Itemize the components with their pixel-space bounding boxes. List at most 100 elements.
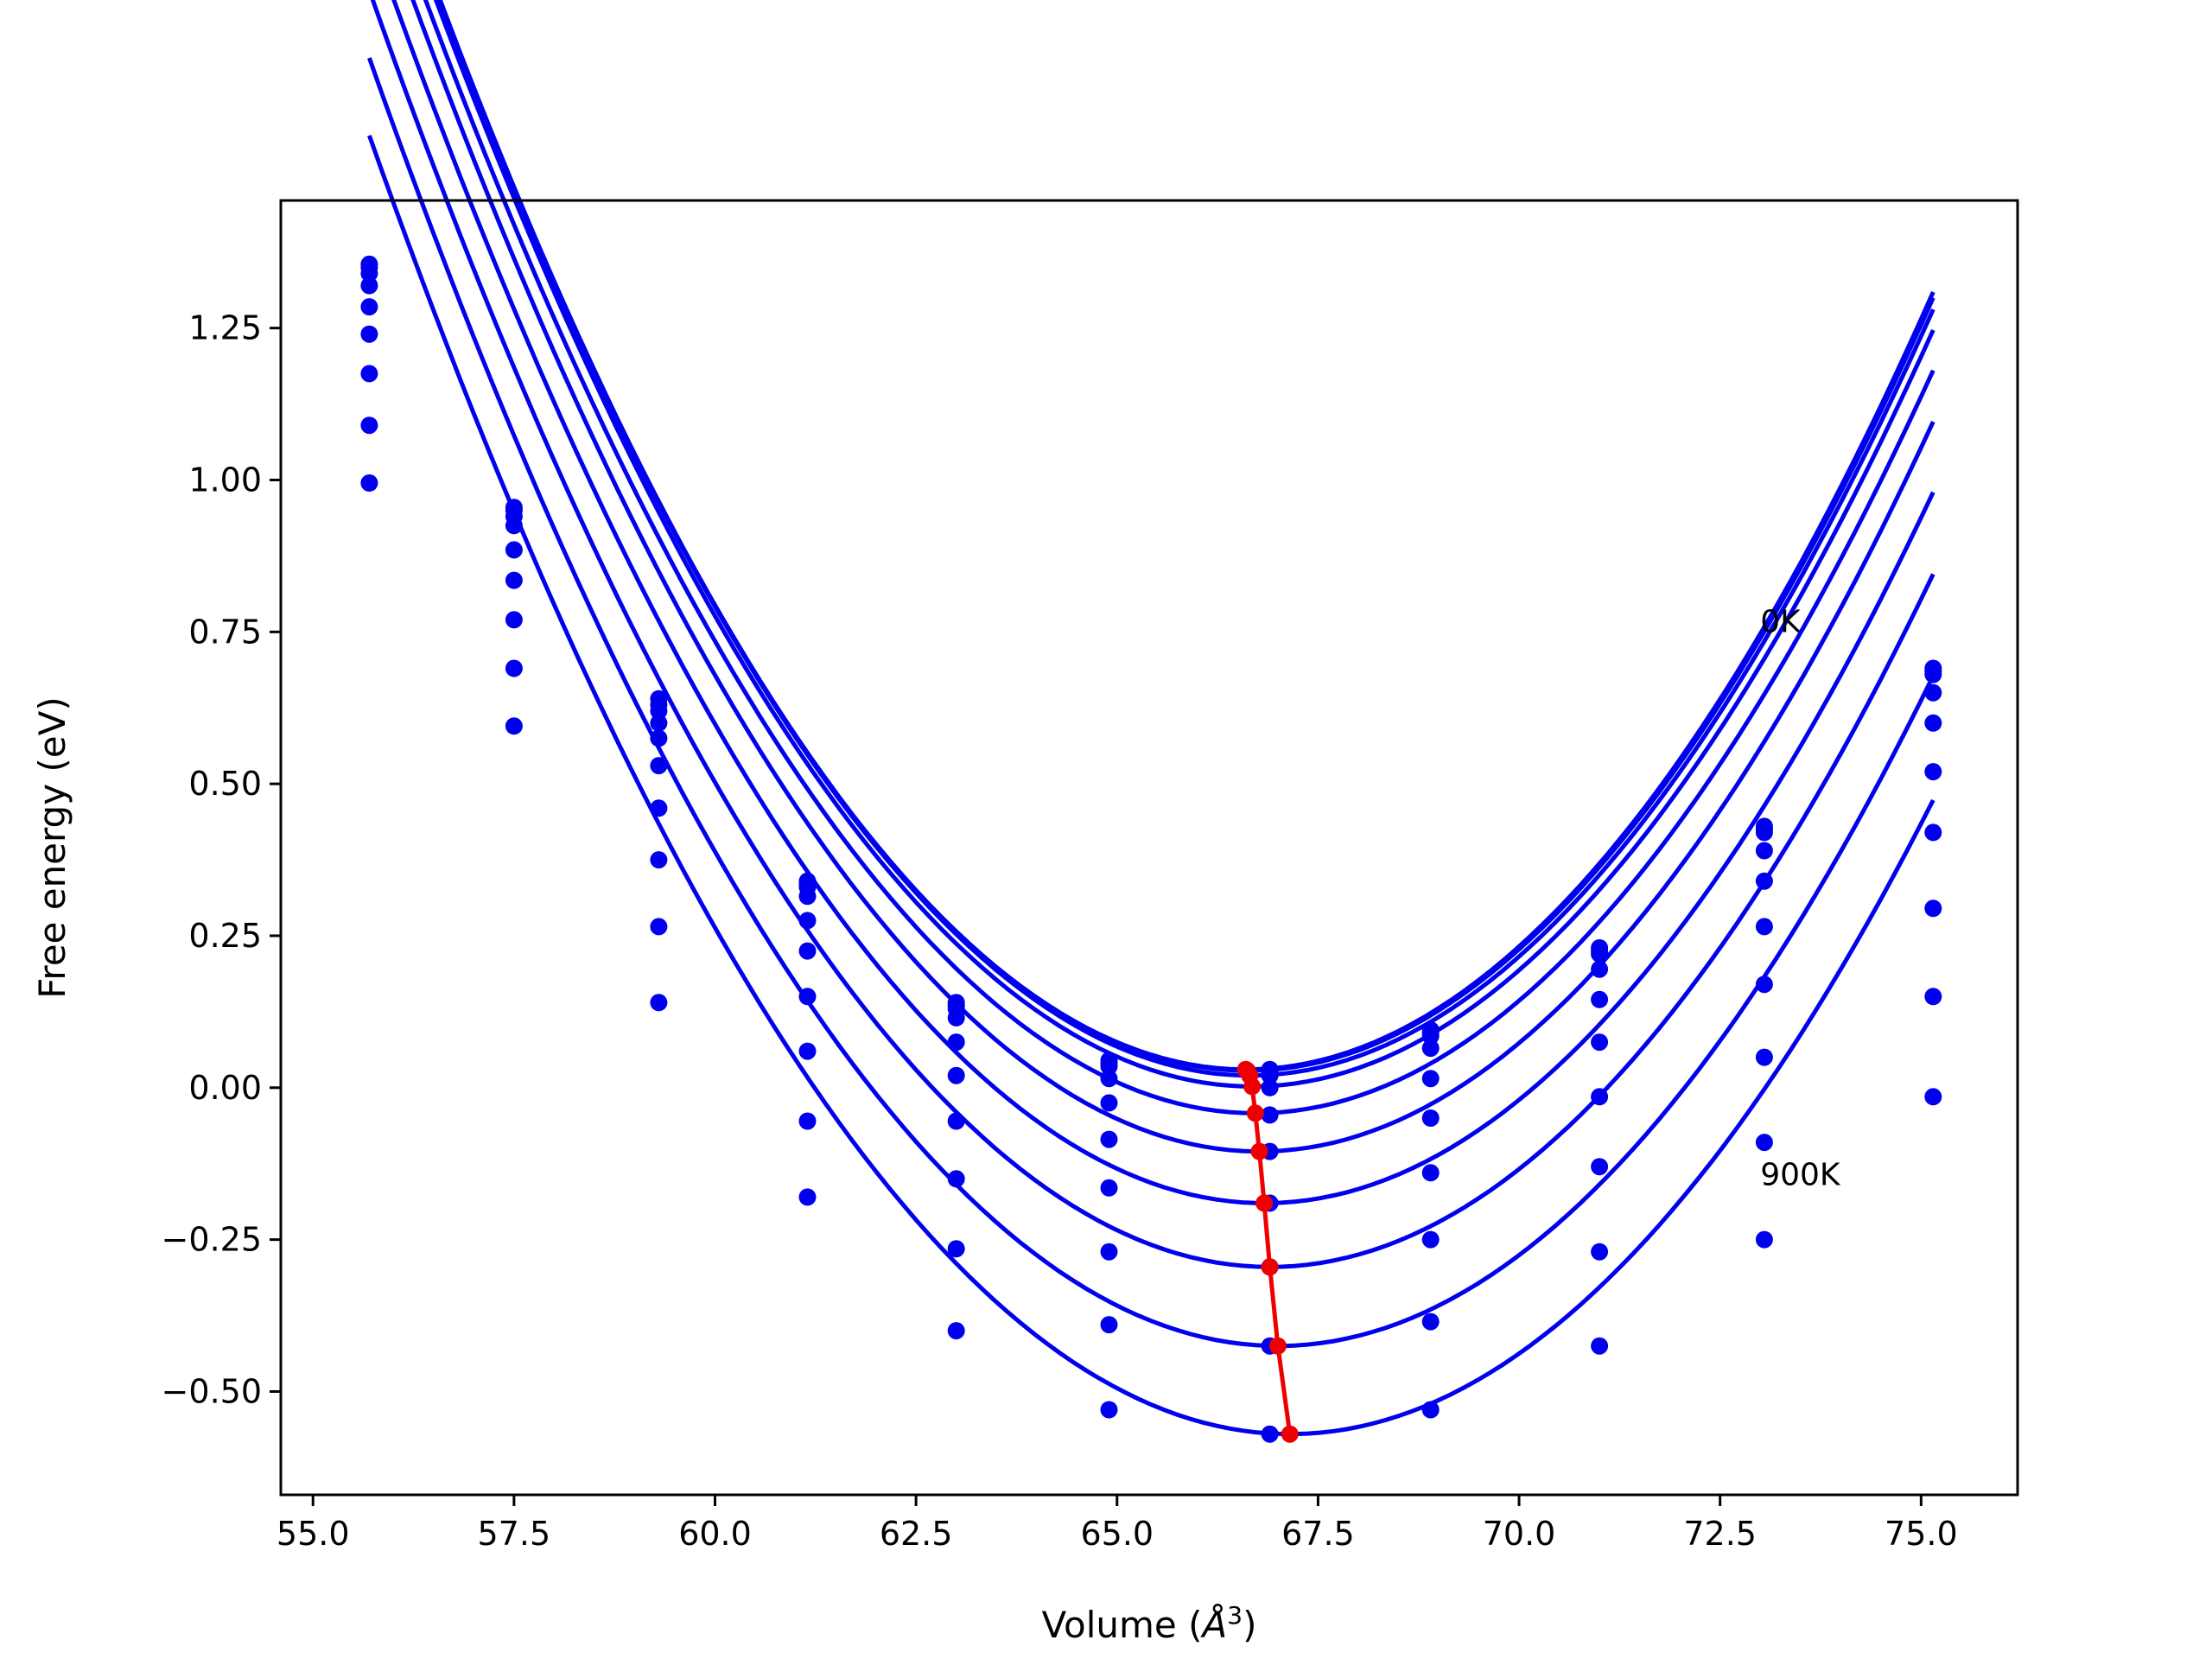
x-tick-label-0: 55.0 xyxy=(276,1515,350,1553)
data-point-6-9 xyxy=(1755,976,1773,994)
x-tick-label-3: 62.5 xyxy=(880,1515,953,1553)
fit-curve-9 xyxy=(367,134,1936,1437)
data-point-5-1 xyxy=(505,571,523,589)
data-point-2-7 xyxy=(1421,1027,1440,1045)
minimum-point-5 xyxy=(1250,1142,1268,1160)
data-point-3-8 xyxy=(1591,960,1609,978)
data-point-5-0 xyxy=(360,325,378,343)
plot-frame xyxy=(279,199,2019,1497)
data-point-9-8 xyxy=(1591,1337,1609,1355)
data-point-9-2 xyxy=(650,994,668,1012)
data-point-9-4 xyxy=(947,1322,965,1340)
minimum-point-7 xyxy=(1261,1258,1279,1276)
data-point-8-3 xyxy=(798,1112,817,1130)
data-point-5-4 xyxy=(947,1066,965,1084)
data-point-7-9 xyxy=(1755,1048,1773,1066)
fit-curve-3 xyxy=(433,0,1936,1089)
data-point-6-3 xyxy=(798,988,817,1006)
data-point-4-1 xyxy=(505,541,523,559)
y-tick-label-6: 1.00 xyxy=(188,461,262,499)
data-point-7-3 xyxy=(798,1042,817,1060)
data-point-3-5 xyxy=(1100,1070,1118,1088)
data-point-9-3 xyxy=(798,1188,817,1206)
data-point-8-7 xyxy=(1421,1313,1440,1331)
data-point-5-8 xyxy=(1591,1033,1609,1052)
x-tick-label-1: 57.5 xyxy=(478,1515,551,1553)
data-point-8-2 xyxy=(650,918,668,936)
x-tick-label-4: 65.0 xyxy=(1080,1515,1154,1553)
data-point-2-10 xyxy=(1924,665,1942,683)
data-point-6-7 xyxy=(1421,1164,1440,1182)
minimum-point-4 xyxy=(1246,1104,1264,1122)
data-point-2-5 xyxy=(1100,1058,1118,1076)
data-point-6-2 xyxy=(650,799,668,817)
data-points xyxy=(360,255,1942,1443)
annotation-0: 0K xyxy=(1760,604,1802,639)
minimum-path xyxy=(1236,1060,1299,1443)
minimum-point-8 xyxy=(1268,1337,1287,1355)
x-axis-label-exponent: 3 xyxy=(1227,1601,1243,1630)
data-point-3-3 xyxy=(798,887,817,906)
y-axis-ticks: −0.50 −0.25 0.00 0.25 0.50 0.75 1.00 1.25 xyxy=(162,309,281,1410)
x-tick-label-5: 67.5 xyxy=(1281,1515,1355,1553)
data-point-6-8 xyxy=(1591,1088,1609,1106)
data-point-4-10 xyxy=(1924,714,1942,732)
fit-curve-4 xyxy=(423,0,1936,1116)
data-point-4-4 xyxy=(947,1033,965,1052)
data-point-6-10 xyxy=(1924,823,1942,842)
y-tick-label-5: 0.75 xyxy=(188,613,262,651)
y-axis-label: Free energy (eV) xyxy=(31,696,73,999)
data-point-8-5 xyxy=(1100,1316,1118,1334)
data-point-2-9 xyxy=(1755,823,1773,842)
data-point-7-1 xyxy=(505,659,523,677)
data-point-5-9 xyxy=(1755,918,1773,936)
data-point-9-6 xyxy=(1261,1425,1279,1443)
data-point-8-0 xyxy=(360,474,378,492)
x-axis-label-text: Volume ( xyxy=(1042,1604,1203,1646)
data-point-2-6 xyxy=(1261,1066,1279,1084)
data-point-7-5 xyxy=(1100,1243,1118,1261)
x-axis-label: Volume (Å3) xyxy=(1042,1601,1257,1646)
data-point-4-6 xyxy=(1261,1106,1279,1124)
data-point-7-10 xyxy=(1924,899,1942,918)
data-point-9-5 xyxy=(1100,1401,1118,1419)
y-tick-label-4: 0.50 xyxy=(188,765,262,803)
data-point-5-5 xyxy=(1100,1130,1118,1148)
data-point-8-9 xyxy=(1755,1134,1773,1152)
fit-curve-8 xyxy=(367,57,1936,1349)
data-point-3-6 xyxy=(1261,1078,1279,1096)
data-point-9-7 xyxy=(1421,1401,1440,1419)
data-point-8-1 xyxy=(505,717,523,735)
data-point-6-4 xyxy=(947,1112,965,1130)
y-tick-label-0: −0.50 xyxy=(162,1372,262,1410)
x-tick-label-6: 70.0 xyxy=(1483,1515,1556,1553)
x-axis-label-close: ) xyxy=(1243,1604,1256,1646)
data-point-2-0 xyxy=(360,264,378,283)
x-axis-label-unit: Å xyxy=(1200,1603,1228,1646)
x-tick-label-8: 75.0 xyxy=(1885,1515,1958,1553)
x-tick-label-7: 72.5 xyxy=(1683,1515,1757,1553)
data-point-4-5 xyxy=(1100,1094,1118,1112)
data-point-4-0 xyxy=(360,298,378,316)
data-point-3-0 xyxy=(360,276,378,295)
data-point-6-1 xyxy=(505,611,523,629)
data-point-7-4 xyxy=(947,1170,965,1188)
fit-curves xyxy=(367,0,1936,1437)
data-point-3-2 xyxy=(650,714,668,732)
data-point-3-4 xyxy=(947,1008,965,1027)
data-point-7-0 xyxy=(360,416,378,435)
data-point-4-9 xyxy=(1755,872,1773,890)
data-point-5-7 xyxy=(1421,1109,1440,1127)
y-tick-label-1: −0.25 xyxy=(162,1221,262,1259)
y-tick-label-2: 0.00 xyxy=(188,1069,262,1107)
data-point-2-2 xyxy=(650,702,668,720)
data-point-3-7 xyxy=(1421,1039,1440,1058)
data-point-8-4 xyxy=(947,1240,965,1258)
y-tick-label-3: 0.25 xyxy=(188,917,262,955)
fit-curve-6 xyxy=(391,0,1936,1205)
data-point-4-3 xyxy=(798,912,817,930)
data-point-2-8 xyxy=(1591,945,1609,963)
data-point-3-1 xyxy=(505,517,523,535)
annotation-1: 900K xyxy=(1760,1157,1841,1192)
data-point-7-8 xyxy=(1591,1158,1609,1176)
